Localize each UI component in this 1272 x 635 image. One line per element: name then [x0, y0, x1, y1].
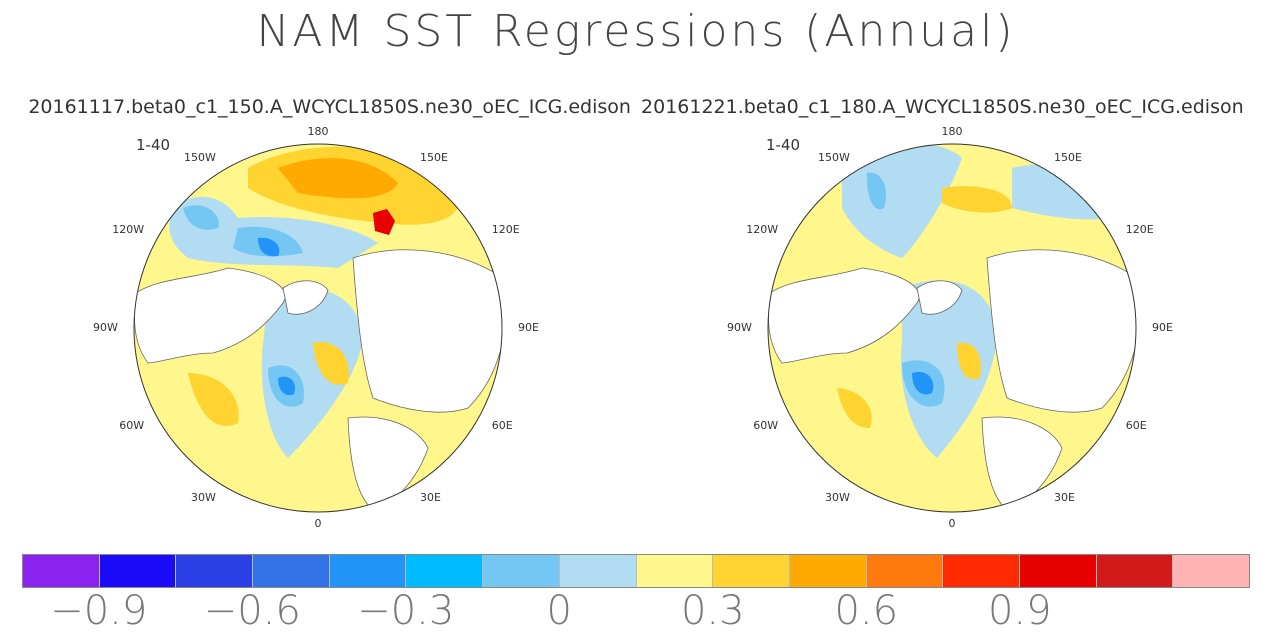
- lon-label: 30W: [825, 490, 850, 504]
- case-right: 20161221.beta0_c1_180.A_WCYCL1850S.ne30_…: [641, 96, 1244, 118]
- chart-title: NAM SST Regressions (Annual): [256, 6, 1016, 57]
- colorbar-tick-label: 0: [546, 588, 572, 634]
- field-cool-patch: [866, 172, 887, 210]
- lon-label: 120E: [1125, 223, 1154, 236]
- colorbar-segment: [253, 555, 330, 587]
- field-warm-patch: [942, 186, 1012, 213]
- lon-label: 60W: [119, 419, 145, 432]
- field-cool-patch: [183, 205, 219, 230]
- colorbar-segment: [943, 555, 1020, 587]
- field-warm-patch: [837, 388, 872, 428]
- field-warm-patch: [188, 373, 239, 426]
- land-eurasia: [352, 249, 502, 413]
- colorbar: [22, 554, 1250, 588]
- colorbar-tick-label: 0.9: [987, 588, 1052, 634]
- lon-label: 60W: [753, 419, 779, 432]
- polar-map-left: 1-40 180 150E 120E 90E 60E 30E 0 30W 60W 90W 120W 1…: [93, 125, 539, 530]
- lon-label: 60E: [1125, 419, 1147, 432]
- land-europe-africa: [347, 416, 429, 512]
- colorbar-segment: [636, 555, 714, 587]
- land-eurasia: [986, 249, 1136, 413]
- field-cold-core: [278, 376, 296, 396]
- colorbar-tick-label: −0.6: [203, 588, 301, 634]
- colorbar-segment: [23, 555, 100, 587]
- lon-label: 120W: [112, 223, 145, 236]
- lon-label: 0: [948, 517, 956, 530]
- field-cool-atlantic: [261, 288, 363, 458]
- lon-label: 150E: [1054, 151, 1082, 165]
- field-cool-atlantic: [901, 280, 997, 458]
- lon-label: 90W: [93, 321, 118, 334]
- period-label: 1-40: [766, 136, 801, 154]
- field-cold-core: [258, 237, 280, 257]
- colorbar-segment: [713, 555, 790, 587]
- lon-label: 150W: [818, 151, 850, 165]
- lon-label: 150E: [420, 151, 448, 165]
- case-names: 20161117.beta0_c1_150.A_WCYCL1850S.ne30_…: [0, 96, 1272, 118]
- colorbar-segment: [329, 555, 407, 587]
- colorbar-tick-label: −0.3: [357, 588, 455, 634]
- case-left: 20161117.beta0_c1_150.A_WCYCL1850S.ne30_…: [28, 96, 631, 118]
- map-boundary: [133, 143, 503, 513]
- period-label: 1-40: [136, 136, 171, 154]
- colorbar-segment: [1173, 555, 1249, 587]
- lon-label: 90W: [727, 321, 752, 334]
- lon-label: 90E: [518, 321, 539, 334]
- land-north-america: [768, 267, 920, 364]
- colorbar-segment: [483, 555, 560, 587]
- colorbar-segment: [1019, 555, 1097, 587]
- field-warm-atlantic: [782, 362, 902, 468]
- colorbar-segment: [1096, 555, 1174, 587]
- colorbar-segment: [789, 555, 867, 587]
- colorbar-segment: [176, 555, 254, 587]
- map-boundary: [767, 143, 1137, 513]
- colorbar-tick-label: 0.3: [680, 588, 745, 634]
- colorbar-segment: [406, 555, 484, 587]
- field-warm-barents: [957, 342, 981, 380]
- field-warm-atlantic: [143, 355, 262, 468]
- colorbar-tick-label: −0.9: [50, 588, 148, 634]
- lon-label: 0: [314, 517, 322, 530]
- lon-label: 120W: [746, 223, 779, 236]
- lon-label: 120E: [491, 223, 520, 236]
- field-cool-patch: [1012, 164, 1112, 220]
- field-hot-spot: [373, 209, 395, 235]
- lon-label: 90E: [1152, 321, 1173, 334]
- land-greenland: [282, 280, 329, 315]
- lon-label: 30E: [420, 490, 441, 504]
- lon-label: 30E: [1054, 490, 1075, 504]
- field-warm-core: [278, 158, 398, 199]
- field-cool-pacific: [842, 144, 962, 258]
- polar-map-right-svg: [767, 143, 1137, 513]
- polar-map-right: 1-40 180 150E 120E 90E 60E 30E 0 30W 60W 90W 120W 1…: [727, 125, 1173, 530]
- lon-label: 180: [307, 125, 329, 138]
- colorbar-tick-label: 0.6: [834, 588, 899, 634]
- land-north-america: [134, 267, 286, 364]
- colorbar-segment: [866, 555, 944, 587]
- lon-label: 30W: [191, 490, 216, 504]
- colorbar-segment: [99, 555, 177, 587]
- polar-map-left-svg: [133, 143, 503, 513]
- field-cold-core: [912, 371, 934, 395]
- lon-label: 180: [941, 125, 963, 138]
- lon-label: 150W: [184, 151, 216, 165]
- land-europe-africa: [981, 416, 1063, 512]
- field-warm-barents: [313, 342, 349, 385]
- land-greenland: [916, 280, 963, 315]
- lon-label: 60E: [491, 419, 513, 432]
- colorbar-segment: [559, 555, 637, 587]
